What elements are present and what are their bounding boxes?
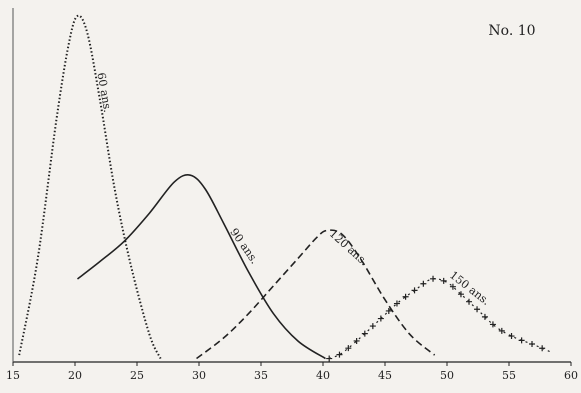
x-ticks: 15 20 25 30 35 40 45 50 55 60 xyxy=(6,362,578,382)
series-line xyxy=(196,229,436,360)
data-point xyxy=(393,300,400,307)
x-tick-label: 20 xyxy=(68,369,82,382)
x-tick-label: 50 xyxy=(440,369,454,382)
x-tick-label: 15 xyxy=(6,369,20,382)
x-tick-label: 35 xyxy=(254,369,268,382)
data-point xyxy=(498,327,505,334)
x-tick-label: 25 xyxy=(130,369,144,382)
series-line xyxy=(76,174,326,360)
x-tick-label: 40 xyxy=(316,369,330,382)
data-point xyxy=(369,323,376,330)
x-tick-label: 55 xyxy=(502,369,516,382)
data-point xyxy=(466,298,473,305)
data-point xyxy=(326,355,333,362)
series-label: 60 ans. xyxy=(94,72,114,114)
series-label: 120 ans. xyxy=(327,227,371,268)
x-tick-label: 60 xyxy=(564,369,578,382)
data-point xyxy=(402,293,409,300)
data-point xyxy=(539,345,546,352)
data-point xyxy=(385,307,392,314)
data-point xyxy=(529,341,536,348)
data-point xyxy=(377,315,384,322)
data-point xyxy=(336,351,343,358)
series-line xyxy=(328,278,551,360)
data-point xyxy=(345,345,352,352)
series-label: 90 ans. xyxy=(227,226,261,266)
data-point xyxy=(411,287,418,294)
data-point xyxy=(440,277,447,284)
series-labels: 60 ans.90 ans. 120 ans.150 ans. xyxy=(94,72,492,308)
x-tick-label: 45 xyxy=(378,369,392,382)
x-tick-label: 30 xyxy=(192,369,206,382)
data-point xyxy=(508,333,515,340)
series-group xyxy=(18,14,551,362)
data-point xyxy=(353,337,360,344)
chart-title: No. 10 xyxy=(488,23,535,39)
data-point xyxy=(518,337,525,344)
data-point xyxy=(420,280,427,287)
series-line xyxy=(18,14,162,359)
data-point xyxy=(430,275,437,282)
data-point xyxy=(449,283,456,290)
data-point xyxy=(457,291,464,298)
data-point xyxy=(474,306,481,313)
data-point xyxy=(361,330,368,337)
data-point xyxy=(489,321,496,328)
data-point xyxy=(481,313,488,320)
